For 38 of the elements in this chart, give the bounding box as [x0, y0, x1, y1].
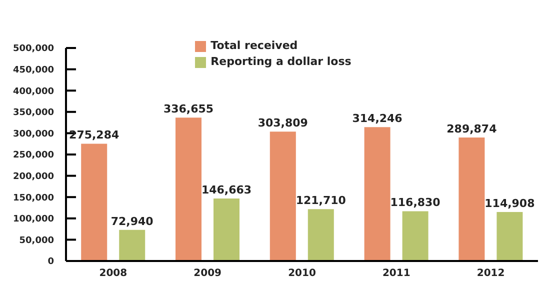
data-label: 114,908 [484, 197, 535, 210]
data-label: 275,284 [69, 128, 120, 142]
bar [308, 209, 334, 261]
data-label: 121,710 [296, 194, 346, 208]
x-tick-label: 2009 [194, 268, 222, 280]
y-tick-label: 300,000 [13, 129, 54, 140]
data-label: 146,663 [201, 184, 252, 197]
y-tick-label: 500,000 [13, 44, 54, 54]
y-tick-label: 150,000 [13, 193, 54, 204]
data-label: 303,809 [258, 116, 308, 130]
y-tick-label: 400,000 [13, 86, 54, 97]
y-tick-label: 100,000 [13, 214, 54, 225]
y-tick-label: 0 [48, 257, 54, 268]
data-label: 314,246 [352, 112, 403, 126]
bar [119, 230, 146, 261]
x-tick-label: 2011 [382, 268, 410, 280]
y-tick-label: 200,000 [13, 172, 54, 182]
data-label: 116,830 [390, 196, 441, 210]
bar [270, 132, 296, 261]
y-tick-label: 250,000 [13, 150, 54, 161]
bar [176, 118, 202, 261]
y-tick-label: 450,000 [13, 65, 54, 76]
data-label: 289,874 [446, 122, 498, 136]
bar [364, 127, 390, 261]
x-tick-label: 2012 [476, 268, 505, 280]
data-label: 336,655 [163, 102, 214, 116]
bar [496, 212, 523, 261]
y-tick-label: 350,000 [13, 108, 54, 118]
bar [81, 144, 108, 261]
x-tick-label: 2008 [99, 268, 128, 280]
x-tick-label: 2010 [288, 268, 316, 280]
y-tick-label: 50,000 [19, 236, 54, 246]
bar [214, 198, 240, 261]
data-label: 72,940 [110, 214, 154, 228]
legend-label: Reporting a dollar loss [210, 54, 352, 70]
legend-label: Total received [210, 38, 298, 54]
bar [402, 211, 428, 261]
bar [458, 138, 485, 261]
